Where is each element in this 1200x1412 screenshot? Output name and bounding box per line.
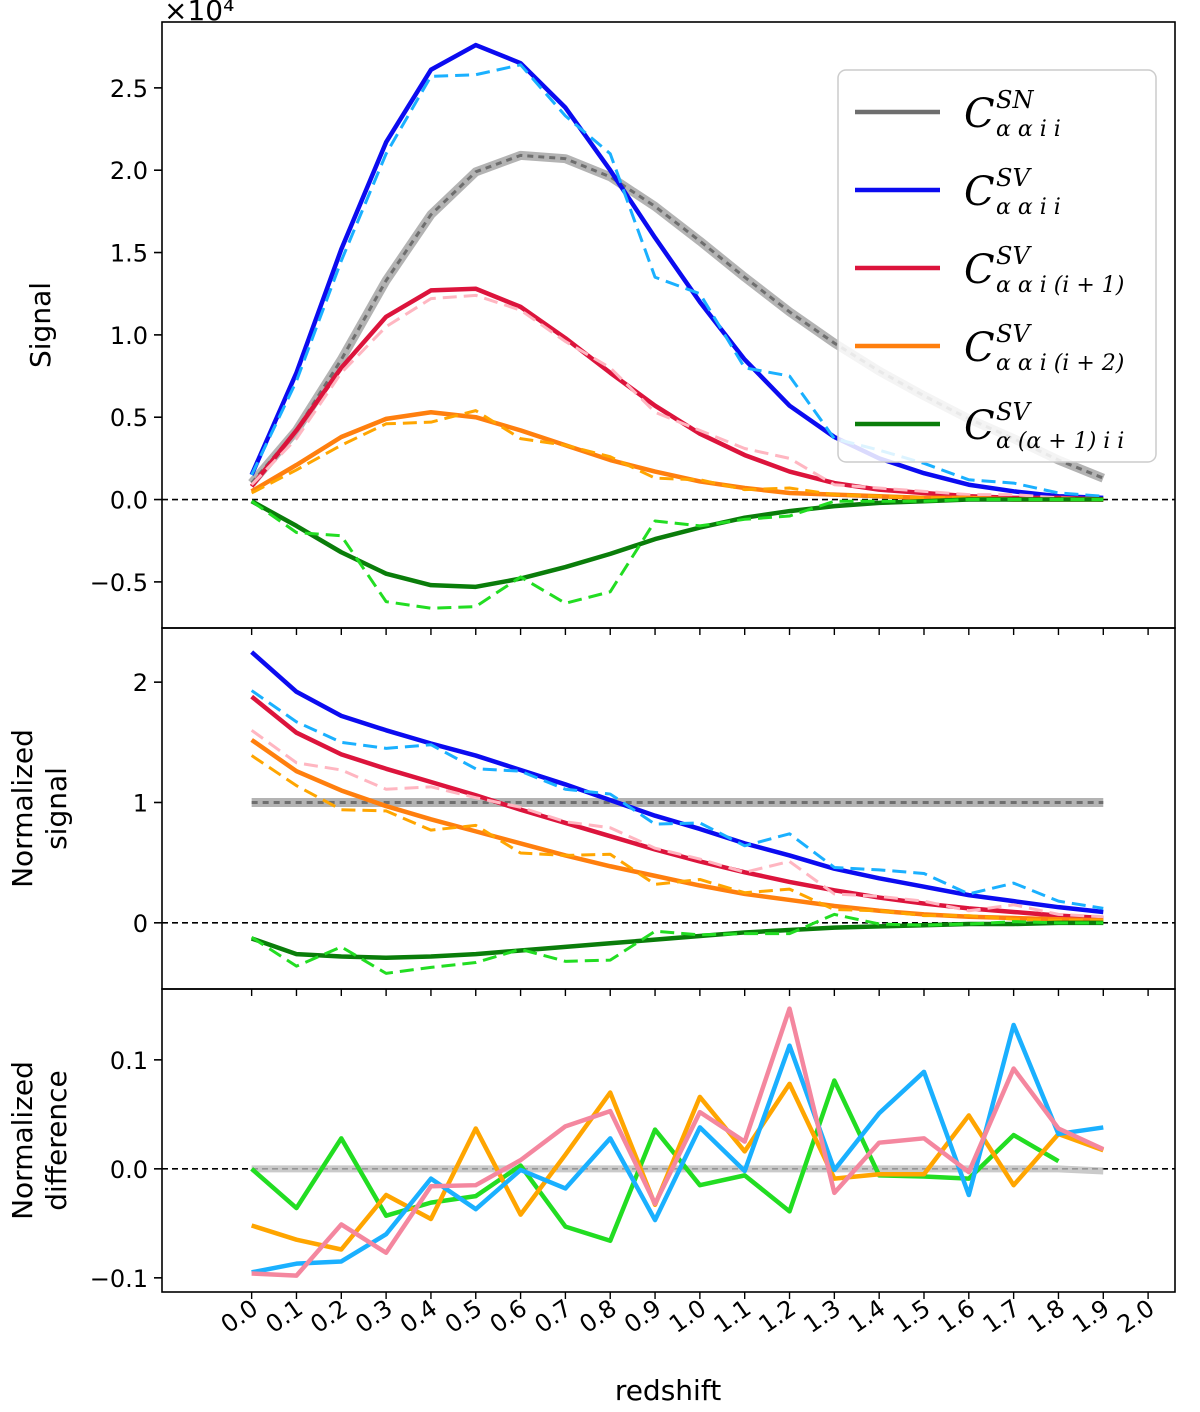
y-tick-label: 1.5 bbox=[110, 240, 148, 268]
x-tick-label: 1.7 bbox=[978, 1294, 1025, 1339]
x-tick-label: 2.0 bbox=[1112, 1294, 1159, 1339]
legend-superscript: SN bbox=[996, 86, 1034, 114]
y-axis-label-line: Signal bbox=[24, 282, 57, 368]
legend-subscript: α α i i bbox=[996, 117, 1061, 142]
y-axis-label-line: difference bbox=[40, 1070, 73, 1211]
series-pink-diff bbox=[251, 1006, 1105, 1278]
legend-superscript: SV bbox=[996, 164, 1032, 192]
y-tick-label: 0.5 bbox=[110, 404, 148, 432]
legend-symbol: C bbox=[964, 325, 995, 371]
series-sv-aai-i-1-sim bbox=[250, 293, 1104, 502]
y-tick-label: 0.0 bbox=[110, 1156, 148, 1184]
x-tick-label: 1.5 bbox=[888, 1294, 935, 1339]
series-orange-diff bbox=[250, 1081, 1105, 1252]
legend: C SNα α i iC SVα α i iC SVα α i (i + 1)C SVα… bbox=[837, 69, 1157, 463]
series-sv-aaii bbox=[250, 650, 1104, 915]
y-tick-label: 2 bbox=[133, 669, 148, 697]
panel-normalized-difference-series bbox=[162, 1006, 1175, 1278]
panel-normalized-signal: 0 1 2 Normalizedsignal bbox=[6, 627, 1176, 996]
series-sv-aai-i-2-sim bbox=[250, 754, 1104, 922]
panel-frame bbox=[161, 627, 1176, 990]
series-sv-a-a-1-ii bbox=[250, 920, 1104, 960]
legend-subscript: α α i (i + 2) bbox=[996, 351, 1124, 376]
series-sv-aai-i-1-sim bbox=[250, 729, 1104, 919]
y-tick-label: 0.0 bbox=[110, 487, 148, 515]
x-tick-label: 0.9 bbox=[619, 1294, 666, 1339]
legend-subscript: α α i (i + 1) bbox=[996, 273, 1124, 298]
y-axis-label: Normalizeddifference bbox=[6, 1061, 73, 1220]
y-tick-label: 0.1 bbox=[110, 1047, 148, 1075]
x-tick-label: 1.0 bbox=[664, 1294, 711, 1339]
x-tick-label: 1.8 bbox=[1023, 1294, 1070, 1339]
y-offset-label: ×10⁴ bbox=[164, 0, 234, 27]
series-sv-aaii bbox=[249, 42, 1104, 501]
x-tick-label: 0.6 bbox=[485, 1294, 532, 1339]
series-sv-a-a-1-ii-sim bbox=[250, 912, 1104, 975]
y-axis-label-line: Normalized bbox=[6, 729, 39, 888]
y-tick-label: 0 bbox=[133, 910, 148, 938]
plot-area: −0.5 0.0 0.5 1.0 1.5 2.0 2.5 Signal ×10⁴ 0 1 2 Norma… bbox=[6, 0, 1176, 1339]
x-tick-label: 0.2 bbox=[305, 1294, 352, 1339]
legend-superscript: SV bbox=[996, 320, 1032, 348]
legend-symbol: C bbox=[964, 403, 995, 449]
legend-symbol: C bbox=[964, 169, 995, 215]
x-tick-label: 0.8 bbox=[574, 1294, 621, 1339]
x-tick-label: 1.4 bbox=[843, 1294, 890, 1339]
series-sv-aaii-sim bbox=[250, 689, 1104, 910]
y-axis-label: Normalizedsignal bbox=[6, 729, 73, 888]
legend-subscript: α (α + 1) i i bbox=[996, 429, 1124, 454]
series-sv-aaii-sim bbox=[250, 63, 1104, 498]
x-tick-label: 1.3 bbox=[798, 1294, 845, 1339]
x-tick-label: 1.2 bbox=[754, 1294, 801, 1339]
x-tick-label: 1.6 bbox=[933, 1294, 980, 1339]
y-axis-label-line: signal bbox=[40, 767, 73, 850]
y-axis-label-line: Normalized bbox=[6, 1061, 39, 1220]
legend-symbol: C bbox=[964, 91, 995, 137]
legend-superscript: SV bbox=[996, 398, 1032, 426]
legend-subscript: α α i i bbox=[996, 195, 1061, 220]
panel-normalized-signal-series bbox=[162, 650, 1175, 975]
y-tick-label: 2.0 bbox=[110, 157, 148, 185]
x-tick-label: 1.9 bbox=[1067, 1294, 1114, 1339]
x-tick-label: 0.7 bbox=[530, 1294, 577, 1339]
y-tick-label: 1 bbox=[133, 789, 148, 817]
panel-frame bbox=[161, 988, 1176, 1293]
legend-superscript: SV bbox=[996, 242, 1032, 270]
series-sv-a-a-1-ii bbox=[250, 497, 1104, 590]
x-tick-label: 0.4 bbox=[395, 1294, 442, 1339]
x-tick-label: 0.5 bbox=[440, 1294, 487, 1339]
y-tick-label: 2.5 bbox=[110, 75, 148, 103]
panel-normalized-difference: −0.1 0.0 0.1 Normalizeddifference bbox=[6, 988, 1176, 1299]
y-tick-label: −0.1 bbox=[90, 1265, 148, 1293]
legend-symbol: C bbox=[964, 247, 995, 293]
x-tick-label: 0.3 bbox=[350, 1294, 397, 1339]
series-sv-a-a-1-ii-sim bbox=[250, 498, 1104, 610]
series-sv-aai-i-1- bbox=[250, 694, 1104, 921]
series-blue-diff bbox=[251, 1022, 1104, 1275]
y-tick-label: −0.5 bbox=[90, 569, 148, 597]
x-axis-label: redshift bbox=[615, 1374, 721, 1407]
x-tick-label: 0.0 bbox=[216, 1294, 263, 1339]
x-tick-label: 0.1 bbox=[261, 1294, 308, 1339]
y-axis-label: Signal bbox=[24, 282, 57, 368]
x-tick-label: 1.1 bbox=[709, 1294, 756, 1339]
y-tick-label: 1.0 bbox=[110, 322, 148, 350]
legend-frame bbox=[837, 69, 1157, 463]
